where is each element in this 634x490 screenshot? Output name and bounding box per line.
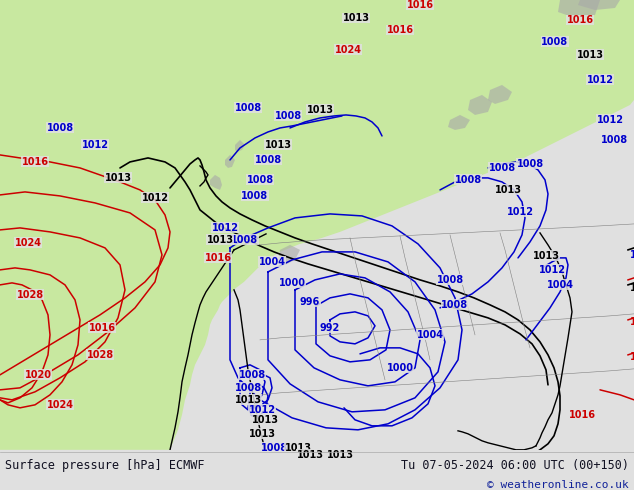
Text: 1008: 1008 [235,383,262,393]
Text: © weatheronline.co.uk: © weatheronline.co.uk [487,480,629,490]
Text: 1008: 1008 [247,175,273,185]
Text: 1012: 1012 [597,115,623,125]
Text: 1012: 1012 [507,207,533,217]
Text: 1013: 1013 [342,13,370,23]
Text: 1028: 1028 [86,350,113,360]
Text: 1013: 1013 [533,251,559,261]
Text: 1008: 1008 [254,155,281,165]
Text: 1016: 1016 [89,323,115,333]
Text: 1024: 1024 [46,400,74,410]
Text: 1013: 1013 [252,415,278,425]
Text: 1020: 1020 [25,370,51,380]
Text: 1008: 1008 [275,111,302,121]
Polygon shape [488,85,512,104]
Text: 1004: 1004 [417,330,444,340]
Text: 1008: 1008 [235,103,262,113]
Text: 1016: 1016 [567,15,593,25]
Text: 1013: 1013 [264,140,292,150]
Polygon shape [225,155,235,168]
Polygon shape [578,0,620,10]
Text: 1008: 1008 [46,123,74,133]
Text: 1013: 1013 [249,429,276,439]
Polygon shape [210,175,222,190]
Text: 1008: 1008 [455,175,482,185]
Text: 1013: 1013 [327,450,354,460]
Text: 992: 992 [320,323,340,333]
Text: 1024: 1024 [15,238,41,248]
Text: 1016: 1016 [406,0,434,10]
Text: 1013: 1013 [105,173,131,183]
Text: 101: 101 [630,250,634,260]
Text: 996: 996 [300,297,320,307]
Text: 1024: 1024 [335,45,361,55]
Polygon shape [448,115,470,130]
Polygon shape [480,0,634,65]
Text: 1008: 1008 [238,370,266,380]
Text: 1004: 1004 [547,280,574,290]
Text: 1012: 1012 [586,75,614,85]
Text: 1016: 1016 [387,25,413,35]
Text: 1008: 1008 [517,159,543,169]
Text: Surface pressure [hPa] ECMWF: Surface pressure [hPa] ECMWF [5,459,205,471]
Text: 1013: 1013 [207,235,233,245]
Text: 1008: 1008 [541,37,569,47]
Text: 1008: 1008 [242,191,269,201]
Text: 1004: 1004 [259,257,285,267]
Text: 1013: 1013 [306,105,333,115]
Text: 1013: 1013 [285,443,311,453]
Polygon shape [558,0,600,18]
Text: 1016: 1016 [205,253,231,263]
Text: 1008: 1008 [436,275,463,285]
Polygon shape [0,0,634,450]
Text: 1012: 1012 [249,405,276,415]
Text: 101: 101 [630,283,634,293]
Text: 1013: 1013 [297,450,323,460]
Text: 1016: 1016 [569,410,595,420]
Text: 101: 101 [630,317,634,327]
Text: 1008: 1008 [231,235,259,245]
Text: 1000: 1000 [387,363,413,373]
Text: 1000: 1000 [278,278,306,288]
Polygon shape [278,245,300,265]
Text: 1012: 1012 [538,265,566,275]
Text: 101: 101 [630,352,634,362]
Text: Tu 07-05-2024 06:00 UTC (00+150): Tu 07-05-2024 06:00 UTC (00+150) [401,459,629,471]
Text: 1008: 1008 [488,163,515,173]
Text: 1013: 1013 [576,50,604,60]
Text: 1008: 1008 [602,135,628,145]
Text: 1012: 1012 [141,193,169,203]
Text: 1028: 1028 [16,290,44,300]
Text: 1008: 1008 [441,300,469,310]
Text: 1012: 1012 [212,223,238,233]
Text: 1012: 1012 [82,140,108,150]
Text: 1013: 1013 [235,395,261,405]
Polygon shape [235,140,245,152]
Polygon shape [468,95,492,115]
Text: 1013: 1013 [495,185,522,195]
Text: 1008: 1008 [261,443,288,453]
Text: 1016: 1016 [22,157,48,167]
